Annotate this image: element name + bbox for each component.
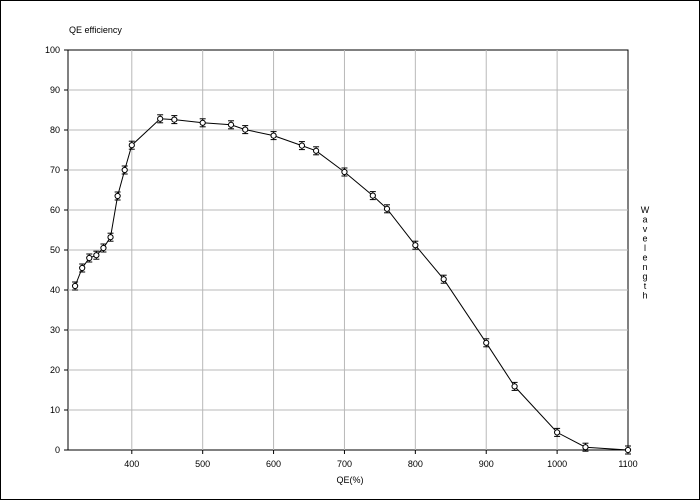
chart-title: QE efficiency <box>69 25 122 35</box>
data-point <box>242 125 249 135</box>
point-marker <box>100 244 107 252</box>
y-axis-label-char: e <box>642 253 647 263</box>
data-point <box>554 427 561 437</box>
y-tick-label: 60 <box>50 205 60 215</box>
x-tick-label: 500 <box>195 459 210 469</box>
data-point <box>171 115 178 125</box>
y-axis-label-char: l <box>644 243 646 253</box>
data-point <box>227 120 235 130</box>
data-point <box>107 232 114 242</box>
y-tick-label: 70 <box>50 165 60 175</box>
data-point <box>582 442 589 452</box>
y-axis-label-char: a <box>642 215 647 225</box>
y-tick-label: 90 <box>50 85 60 95</box>
data-point <box>369 191 376 201</box>
point-marker <box>511 383 518 390</box>
x-tick-label: 400 <box>124 459 139 469</box>
y-axis-label-char: g <box>642 272 647 282</box>
y-tick-label: 40 <box>50 285 60 295</box>
x-tick-label: 700 <box>337 459 352 469</box>
data-point <box>93 250 100 260</box>
series <box>71 114 632 455</box>
point-marker <box>298 142 306 149</box>
point-marker <box>157 115 164 122</box>
point-marker <box>383 205 391 212</box>
data-point <box>341 167 348 177</box>
point-marker <box>93 252 100 259</box>
point-marker <box>128 142 135 149</box>
y-axis-label-char: n <box>642 262 647 272</box>
data-point <box>100 243 107 253</box>
x-tick-label: 1000 <box>547 459 567 469</box>
point-marker <box>412 242 419 249</box>
point-marker <box>86 254 93 262</box>
data-point <box>511 381 518 391</box>
point-marker <box>270 132 277 139</box>
x-tick-label: 900 <box>479 459 494 469</box>
point-marker <box>71 282 79 290</box>
point-marker <box>199 119 206 126</box>
y-tick-label: 50 <box>50 245 60 255</box>
data-point <box>79 263 86 273</box>
point-marker <box>171 116 178 123</box>
y-tick-label: 0 <box>55 445 60 455</box>
data-point <box>114 191 121 201</box>
grid <box>68 50 628 450</box>
data-point <box>412 240 419 250</box>
point-marker <box>582 444 589 451</box>
data-point <box>483 338 490 348</box>
data-point <box>128 140 135 150</box>
point-marker <box>114 192 121 200</box>
data-point <box>71 281 79 291</box>
data-point <box>440 274 447 284</box>
point-marker <box>440 276 447 283</box>
data-point <box>298 141 306 151</box>
y-axis-label-char: e <box>642 234 647 244</box>
y-axis-label-char: v <box>643 224 648 234</box>
y-tick-label: 80 <box>50 125 60 135</box>
point-marker <box>79 264 86 272</box>
x-tick-label: 800 <box>408 459 423 469</box>
data-point <box>157 114 164 124</box>
y-tick-label: 30 <box>50 325 60 335</box>
data-point <box>383 204 391 214</box>
point-marker <box>369 192 376 199</box>
data-point <box>313 146 320 156</box>
x-tick-label: 600 <box>266 459 281 469</box>
x-tick-label: 1100 <box>618 459 637 469</box>
point-marker <box>313 147 320 154</box>
point-marker <box>107 234 114 241</box>
point-marker <box>624 446 632 454</box>
point-marker <box>227 121 235 128</box>
data-point <box>86 253 93 263</box>
point-marker <box>483 339 490 346</box>
y-axis-label-char: h <box>642 291 647 301</box>
point-marker <box>121 166 128 174</box>
x-axis-label: QE(%) <box>337 475 364 485</box>
data-point <box>624 445 632 455</box>
y-axis-label-char: t <box>644 281 647 291</box>
point-marker <box>554 429 561 436</box>
y-tick-label: 10 <box>50 405 60 415</box>
point-marker <box>242 126 249 133</box>
y-tick-label: 20 <box>50 365 60 375</box>
data-point <box>270 131 277 141</box>
point-marker <box>341 168 348 176</box>
data-point <box>121 165 128 175</box>
data-point <box>199 118 206 128</box>
y-tick-label: 100 <box>45 45 60 55</box>
x-ticks: 400 500 600 700 800 900 1000 1100 <box>124 450 638 469</box>
y-axis-label-char: W <box>641 205 650 215</box>
y-ticks: 0 10 20 30 40 50 60 70 80 90 100 <box>45 45 68 455</box>
